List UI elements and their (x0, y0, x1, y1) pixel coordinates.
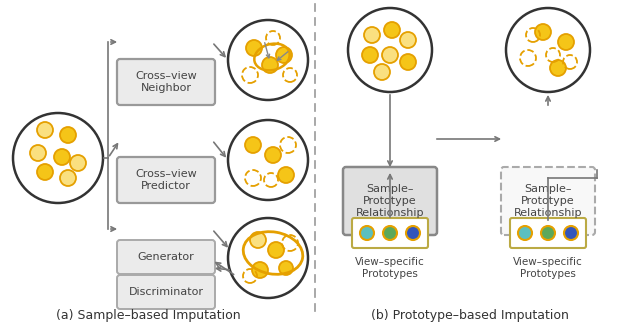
Circle shape (360, 226, 374, 240)
Circle shape (246, 40, 262, 56)
Circle shape (228, 218, 308, 298)
Circle shape (279, 261, 293, 275)
Text: Sample–
Prototype
Relationship: Sample– Prototype Relationship (514, 184, 582, 218)
Circle shape (406, 226, 420, 240)
Text: View–specific
Prototypes: View–specific Prototypes (513, 257, 583, 279)
Circle shape (382, 47, 398, 63)
FancyBboxPatch shape (117, 157, 215, 203)
Circle shape (564, 226, 578, 240)
Circle shape (60, 170, 76, 186)
Circle shape (278, 167, 294, 183)
Text: (b) Prototype–based Imputation: (b) Prototype–based Imputation (371, 310, 569, 322)
Text: Cross–view
Neighbor: Cross–view Neighbor (135, 71, 197, 93)
Circle shape (348, 8, 432, 92)
Text: View–specific
Prototypes: View–specific Prototypes (355, 257, 425, 279)
Circle shape (37, 164, 53, 180)
Circle shape (506, 8, 590, 92)
Circle shape (541, 226, 555, 240)
Circle shape (550, 60, 566, 76)
FancyBboxPatch shape (117, 275, 215, 309)
Circle shape (37, 122, 53, 138)
Circle shape (400, 54, 416, 70)
Circle shape (400, 32, 416, 48)
Text: (a) Sample–based Imputation: (a) Sample–based Imputation (56, 310, 240, 322)
Circle shape (384, 22, 400, 38)
Circle shape (250, 232, 266, 248)
Circle shape (228, 120, 308, 200)
Circle shape (276, 47, 292, 63)
Circle shape (60, 127, 76, 143)
Text: Cross–view
Predictor: Cross–view Predictor (135, 169, 197, 191)
Circle shape (362, 47, 378, 63)
Circle shape (262, 57, 278, 73)
Circle shape (54, 149, 70, 165)
Circle shape (535, 24, 551, 40)
Text: Generator: Generator (138, 252, 195, 262)
FancyBboxPatch shape (117, 240, 215, 274)
Circle shape (228, 20, 308, 100)
FancyBboxPatch shape (501, 167, 595, 235)
Circle shape (558, 34, 574, 50)
Circle shape (374, 64, 390, 80)
FancyBboxPatch shape (343, 167, 437, 235)
Text: Sample–
Prototype
Relationship: Sample– Prototype Relationship (356, 184, 424, 218)
Circle shape (70, 155, 86, 171)
Text: Discriminator: Discriminator (129, 287, 204, 297)
Circle shape (252, 262, 268, 278)
Circle shape (265, 147, 281, 163)
Circle shape (245, 137, 261, 153)
Circle shape (364, 27, 380, 43)
Circle shape (30, 145, 46, 161)
FancyBboxPatch shape (117, 59, 215, 105)
FancyBboxPatch shape (510, 218, 586, 248)
Circle shape (518, 226, 532, 240)
Circle shape (383, 226, 397, 240)
FancyBboxPatch shape (352, 218, 428, 248)
Circle shape (13, 113, 103, 203)
Circle shape (268, 242, 284, 258)
